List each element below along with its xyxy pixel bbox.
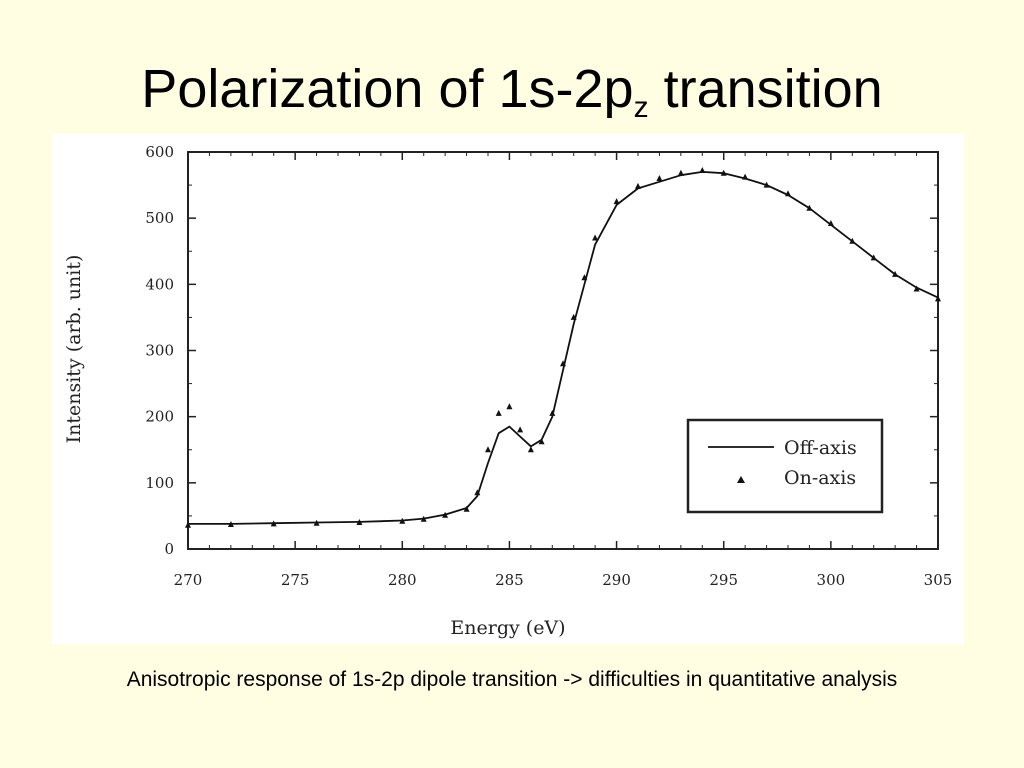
on-axis-marker: [570, 313, 577, 320]
on-axis-marker: [581, 274, 588, 281]
on-axis-marker: [935, 295, 941, 302]
x-tick-label: 280: [388, 571, 417, 589]
on-axis-marker: [442, 511, 449, 518]
on-axis-marker: [870, 254, 877, 261]
on-axis-marker: [185, 521, 191, 528]
on-axis-marker: [527, 446, 534, 453]
x-tick-label: 270: [174, 571, 203, 589]
y-tick-label: 500: [145, 209, 174, 227]
slide-caption: Anisotropic response of 1s-2p dipole tra…: [126, 668, 898, 691]
on-axis-marker: [474, 489, 481, 496]
legend: Off-axis On-axis: [686, 418, 884, 514]
on-axis-marker: [720, 169, 727, 176]
on-axis-marker: [785, 190, 791, 197]
slide-title: Polarization of 1s-2pz transition: [0, 62, 1024, 123]
on-axis-marker: [742, 173, 749, 180]
x-tick-label: 275: [281, 571, 310, 589]
legend-label-off-axis: Off-axis: [784, 437, 857, 459]
on-axis-marker: [227, 521, 234, 527]
x-tick-label: 305: [924, 571, 953, 589]
on-axis-marker: [270, 520, 277, 527]
title-main: Polarization of 1s-2p: [141, 59, 634, 119]
spectrum-chart: 270 275 280 285 290 295 300 305 0 100 200 300 400 500…: [63, 143, 953, 639]
x-tick-label: 295: [709, 571, 738, 589]
y-tick-label: 200: [145, 408, 174, 426]
on-axis-marker: [560, 360, 566, 367]
on-axis-marker: [635, 182, 641, 189]
on-axis-marker: [495, 409, 502, 416]
on-axis-marker: [356, 519, 363, 525]
x-tick-label: 300: [817, 571, 846, 589]
on-axis-marker: [849, 237, 856, 244]
on-axis-marker: [485, 446, 491, 453]
x-axis-label: Energy (eV): [450, 617, 565, 639]
on-axis-marker: [892, 270, 899, 277]
on-axis-marker: [420, 515, 427, 522]
y-tick-label: 300: [145, 342, 174, 360]
y-tick-label: 400: [145, 275, 174, 293]
on-axis-marker: [506, 403, 513, 410]
on-axis-marker: [913, 285, 920, 292]
title-subscript: z: [633, 91, 649, 124]
y-axis-label: Intensity (arb. unit): [63, 255, 85, 444]
on-axis-marker: [613, 198, 620, 205]
on-axis-marker: [677, 169, 684, 176]
x-tick-label: 285: [495, 571, 524, 589]
on-axis-marker: [763, 181, 770, 188]
plot-panel: 270 275 280 285 290 295 300 305 0 100 200 300 400 500…: [52, 134, 964, 644]
y-tick-label: 0: [164, 540, 174, 558]
x-tick-label: 290: [602, 571, 631, 589]
title-rest: transition: [648, 59, 883, 119]
on-axis-marker: [827, 220, 834, 226]
on-axis-marker: [538, 438, 545, 445]
on-axis-marker: [313, 519, 320, 526]
on-axis-marker: [806, 204, 813, 211]
legend-label-on-axis: On-axis: [784, 467, 856, 489]
on-axis-marker: [656, 175, 663, 181]
legend-box: [686, 418, 884, 514]
legend-marker-swatch: [737, 476, 745, 483]
on-axis-marker: [399, 517, 406, 524]
on-axis-marker: [699, 167, 706, 173]
on-axis-marker: [463, 505, 470, 512]
y-tick-label: 100: [145, 474, 174, 492]
on-axis-marker: [549, 409, 556, 416]
y-tick-label: 600: [145, 143, 174, 161]
on-axis-marker: [592, 234, 599, 241]
on-axis-marker: [517, 426, 524, 433]
